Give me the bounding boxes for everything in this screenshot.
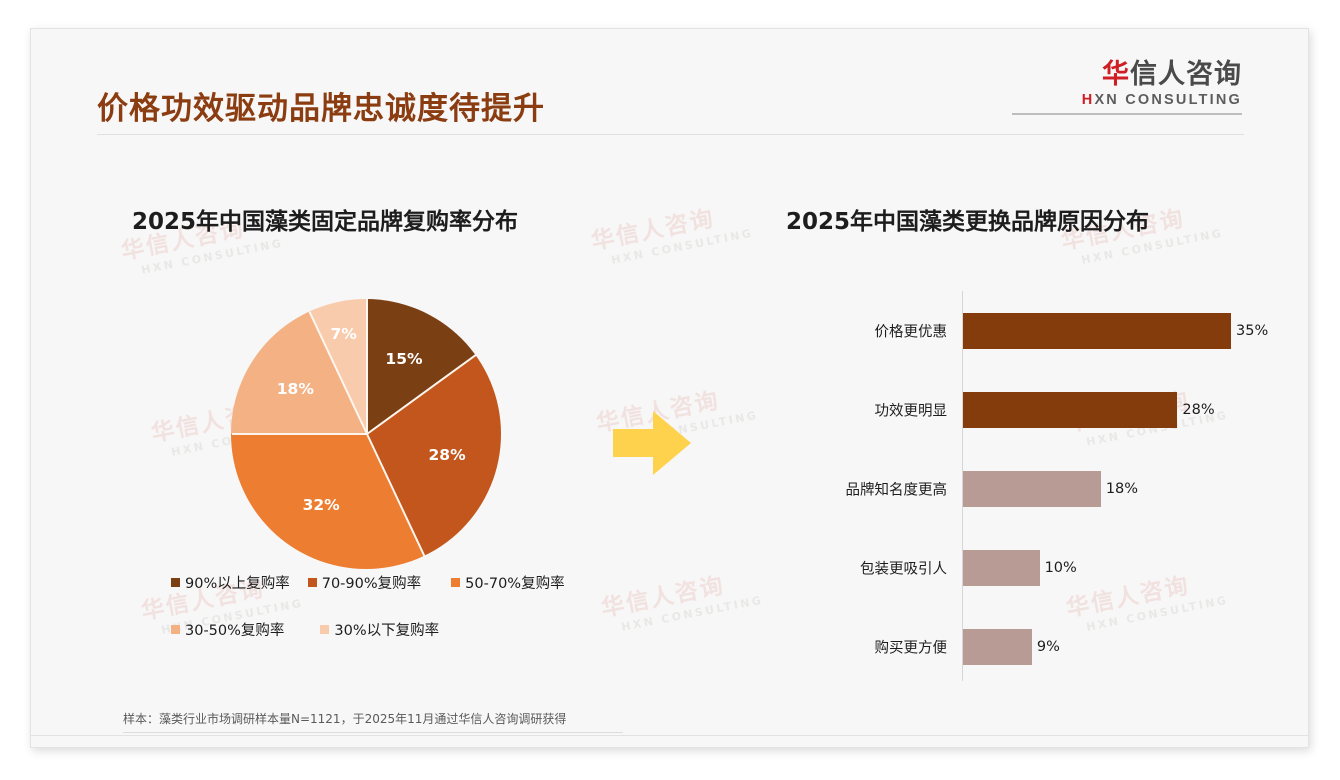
- bar-category-label: 购买更方便: [874, 640, 948, 657]
- watermark: 华信人咨询 HXN CONSULTING: [588, 192, 754, 270]
- pie-slice-label: 18%: [276, 380, 314, 399]
- pie-legend-row: 90%以上复购率 70-90%复购率 50-70%复购率: [171, 572, 591, 593]
- watermark-cn: 华信人咨询: [589, 205, 717, 256]
- bar-value-label: 28%: [1182, 402, 1215, 418]
- pie-slice-label: 7%: [330, 324, 357, 343]
- logo-english-text: HXN CONSULTING: [1012, 92, 1242, 108]
- footnote-divider: [123, 732, 623, 733]
- pie-legend-item[interactable]: 70-90%复购率: [307, 572, 422, 593]
- pie-legend-item[interactable]: 50-70%复购率: [451, 572, 565, 593]
- legend-label: 30-50%复购率: [185, 623, 285, 639]
- bar-value-label: 10%: [1044, 560, 1077, 576]
- sample-footnote: 样本：藻类行业市场调研样本量N=1121，于2025年11月通过华信人咨询调研获…: [123, 712, 567, 726]
- pie-chart: 15% 28% 32% 18% 7%: [231, 299, 501, 569]
- watermark-en: HXN CONSULTING: [620, 593, 765, 634]
- logo-en-red: H: [1081, 92, 1095, 109]
- logo-cn-red: 华: [1102, 59, 1130, 90]
- right-chart-title: 2025年中国藻类更换品牌原因分布: [786, 209, 1150, 235]
- left-chart-title: 2025年中国藻类固定品牌复购率分布: [132, 209, 519, 235]
- bar-chart: 价格更优惠 35% 功效更明显 28% 品牌知名度更高 18% 包装更吸引人 10% 购买更方便…: [821, 291, 1281, 681]
- footer-divider: [31, 735, 1308, 736]
- legend-color-swatch: [307, 578, 317, 587]
- slide-canvas: 华信人咨询 HXN CONSULTING 华信人咨询 HXN CONSULTIN…: [30, 28, 1309, 748]
- bar-rect[interactable]: [963, 550, 1040, 586]
- bar-rect[interactable]: [963, 471, 1101, 507]
- bar-chart-row: 价格更优惠 35%: [821, 313, 1281, 349]
- watermark-en: HXN CONSULTING: [140, 236, 285, 277]
- logo-en-rest: XN CONSULTING: [1094, 92, 1242, 109]
- logo-chinese-text: 华信人咨询: [1012, 59, 1242, 90]
- company-logo: 华信人咨询 HXN CONSULTING: [1012, 59, 1242, 116]
- bar-category-label: 价格更优惠: [874, 324, 948, 341]
- legend-label: 30%以下复购率: [334, 623, 440, 639]
- pie-legend-item[interactable]: 30-50%复购率: [171, 619, 284, 640]
- bar-chart-row: 品牌知名度更高 18%: [821, 471, 1281, 507]
- bar-value-label: 35%: [1236, 323, 1269, 339]
- watermark-cn: 华信人咨询: [599, 572, 727, 623]
- page-title: 价格功效驱动品牌忠诚度待提升: [97, 91, 545, 127]
- bar-category-label: 包装更吸引人: [860, 561, 947, 578]
- bar-category-label: 品牌知名度更高: [845, 482, 948, 499]
- pie-slice-divider: [366, 299, 368, 434]
- logo-cn-rest: 信人咨询: [1130, 59, 1242, 90]
- pie-slice-label: 15%: [385, 350, 423, 369]
- right-arrow-icon: [613, 407, 691, 479]
- logo-underline: [1012, 113, 1242, 116]
- watermark: 华信人咨询 HXN CONSULTING: [598, 559, 764, 637]
- bar-rect[interactable]: [963, 392, 1178, 428]
- slide-header: 价格功效驱动品牌忠诚度待提升 华信人咨询 HXN CONSULTING: [31, 29, 1308, 135]
- pie-legend-item[interactable]: 30%以下复购率: [320, 619, 439, 640]
- header-divider: [97, 134, 1244, 135]
- bar-chart-row: 功效更明显 28%: [821, 392, 1281, 428]
- legend-label: 70-90%复购率: [321, 576, 422, 592]
- legend-color-swatch: [171, 625, 180, 634]
- bar-value-label: 18%: [1105, 481, 1139, 497]
- bar-value-label: 9%: [1036, 639, 1060, 655]
- bar-chart-row: 购买更方便 9%: [821, 629, 1281, 665]
- bar-chart-axis: [962, 291, 963, 681]
- pie-slice-divider: [232, 433, 367, 435]
- legend-label: 90%以上复购率: [185, 576, 290, 592]
- pie-slice-label: 32%: [302, 495, 340, 514]
- legend-color-swatch: [451, 578, 461, 587]
- bar-category-label: 功效更明显: [874, 403, 948, 420]
- pie-slice-label: 28%: [428, 445, 466, 464]
- legend-color-swatch: [171, 578, 180, 587]
- watermark-en: HXN CONSULTING: [610, 226, 755, 267]
- bar-chart-row: 包装更吸引人 10%: [821, 550, 1281, 586]
- bar-rect[interactable]: [963, 629, 1032, 665]
- right-arrow-svg: [613, 411, 691, 475]
- legend-color-swatch: [320, 625, 330, 634]
- pie-legend-item[interactable]: 90%以上复购率: [171, 572, 290, 593]
- pie-legend-row: 30-50%复购率 30%以下复购率: [171, 619, 591, 640]
- pie-legend: 90%以上复购率 70-90%复购率 50-70%复购率 30-50%复购率 30%以下…: [171, 572, 591, 666]
- bar-rect[interactable]: [963, 313, 1231, 349]
- legend-label: 50-70%复购率: [465, 576, 565, 592]
